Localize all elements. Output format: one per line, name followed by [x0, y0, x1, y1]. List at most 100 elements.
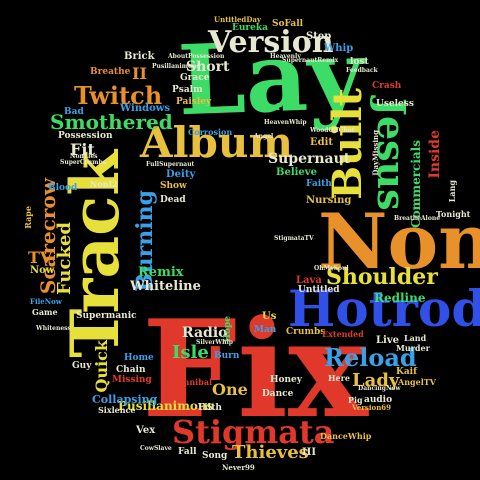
- word-home: Home: [124, 353, 154, 363]
- word-untitled: Untitled: [298, 285, 340, 295]
- word-pile: Pile: [276, 103, 296, 113]
- word-silverwhip: SilverWhip: [196, 339, 233, 346]
- word-inside: Inside: [427, 130, 443, 179]
- word-us: Us: [262, 311, 277, 322]
- word-show: Show: [160, 181, 187, 191]
- word-ohmysoul: OhMySoul: [314, 265, 349, 272]
- word-extended: Extended: [322, 329, 364, 339]
- word-eureka: Eureka: [232, 23, 268, 33]
- word-isle: Isle: [172, 342, 209, 363]
- word-album: Album: [140, 118, 293, 167]
- word-non: Non: [318, 197, 480, 286]
- word-grace: Grace: [180, 73, 210, 83]
- word-breathealone: BreatheAlone: [394, 215, 441, 222]
- word-crash: Crash: [372, 81, 402, 91]
- word-murder: Murder: [396, 343, 430, 353]
- word-supermanic: Supermanic: [76, 311, 137, 321]
- word-woodoffchat: WoodOffChat: [310, 127, 355, 134]
- word-edit: Edit: [310, 137, 334, 148]
- word-breathe: Breathe: [90, 67, 131, 77]
- word-cannibal: Cannibal: [172, 377, 213, 387]
- word-live: Live: [376, 335, 400, 346]
- word-never99: Never99: [222, 463, 255, 472]
- word-lang: Lang: [447, 180, 457, 203]
- word-brick: Brick: [124, 51, 155, 62]
- word-pusillanimous-small: Pusillanimous: [152, 63, 200, 70]
- word-vex: Vex: [136, 425, 156, 436]
- word-believe: Believe: [276, 167, 317, 178]
- word-whip: Whip: [324, 43, 354, 54]
- word-supercrumbs: SuperCrumbs: [60, 159, 107, 166]
- word-whiteline: Whiteline: [130, 279, 201, 294]
- word-useless: Useless: [376, 99, 414, 109]
- word-thieves: Thieves: [232, 442, 309, 463]
- word-fall: Fall: [178, 447, 197, 457]
- word-stigmata: Stigmata: [172, 413, 335, 451]
- word-nonlies: NonLies: [70, 153, 98, 160]
- word-song: Song: [202, 451, 228, 461]
- word-dance: Dance: [262, 389, 294, 399]
- word-fullsupernaut: FullSupernaut: [146, 161, 195, 168]
- word-lost: lost: [350, 57, 369, 67]
- word-ii: II: [132, 64, 147, 83]
- word-supernaut: Supernaut: [268, 151, 351, 167]
- word-burn: Burn: [214, 351, 240, 361]
- word-possession: Possession: [58, 131, 113, 141]
- word-version69: Version69: [352, 403, 392, 412]
- word-man: Man: [254, 325, 277, 335]
- word-radio: Radio: [182, 325, 228, 341]
- word-corrosion: Corrosion: [188, 127, 233, 137]
- word-cowslave: CowSlave: [140, 445, 172, 452]
- word-tonight: Tonight: [436, 209, 471, 219]
- word-faith: Faith: [306, 179, 332, 189]
- word-angel: Angel: [254, 133, 274, 140]
- word-iii: III: [302, 447, 317, 458]
- word-crumbs: Crumbs: [286, 327, 326, 337]
- word-fix: Fix: [142, 290, 368, 448]
- word-pig: Pig: [348, 395, 363, 405]
- word-built: Built: [324, 88, 371, 200]
- word-honey: Honey: [270, 375, 303, 385]
- word-pusillanimous: Pusillanimous: [118, 399, 214, 413]
- word-smothered: Smothered: [50, 110, 173, 134]
- word-heavenwhip: HeavenWhip: [264, 119, 307, 126]
- word-missing: Missing: [112, 375, 152, 385]
- word-quick: Quick: [92, 340, 111, 393]
- word-hotrod: Hotrod: [288, 279, 480, 338]
- word-nursing: Nursing: [306, 195, 352, 206]
- word-whiteness: Whiteness: [36, 325, 71, 332]
- word-tv: TV: [28, 248, 53, 267]
- word-step: Step: [306, 31, 332, 42]
- word-bad: Bad: [64, 107, 84, 117]
- word-stigmatatv: StigmataTV: [274, 235, 314, 242]
- word-sofall: SoFall: [272, 19, 304, 29]
- word-windows: Windows: [120, 103, 171, 114]
- word-collapsing: Collapsing: [92, 393, 158, 406]
- word-nonl2: NonI2: [90, 179, 118, 189]
- word-one: One: [212, 380, 248, 399]
- word-short: Short: [186, 59, 230, 75]
- word-lava: Lava: [296, 275, 322, 286]
- word-dancewhip: DanceWhip: [320, 431, 372, 441]
- word-land: Land: [404, 333, 427, 343]
- word-fucked: Fucked: [54, 222, 75, 296]
- word-redline: Redline: [374, 291, 426, 305]
- word-version: Version: [208, 25, 334, 60]
- word-game: Game: [32, 307, 58, 317]
- word-blood: Blood: [48, 183, 78, 193]
- word-untitledday: UntitledDay: [214, 15, 262, 24]
- word-deity: Deity: [166, 169, 196, 180]
- word-sixlence: Sixlence: [98, 405, 136, 415]
- word-shoulder: Shoulder: [326, 264, 438, 290]
- word-angeltv: AngelTV: [398, 377, 436, 387]
- word-remix: Remix: [138, 265, 184, 280]
- word-paisley: Paisley: [176, 97, 212, 107]
- word-twitch: Twitch: [74, 81, 163, 110]
- word-fit: Fit: [70, 140, 95, 159]
- word-feedback: Feedback: [346, 67, 378, 74]
- word-daymissing: DayMissing: [371, 130, 380, 176]
- word-filth: Filth: [198, 403, 222, 413]
- word-rape: Rape: [23, 206, 33, 229]
- word-chain: Chain: [116, 365, 146, 375]
